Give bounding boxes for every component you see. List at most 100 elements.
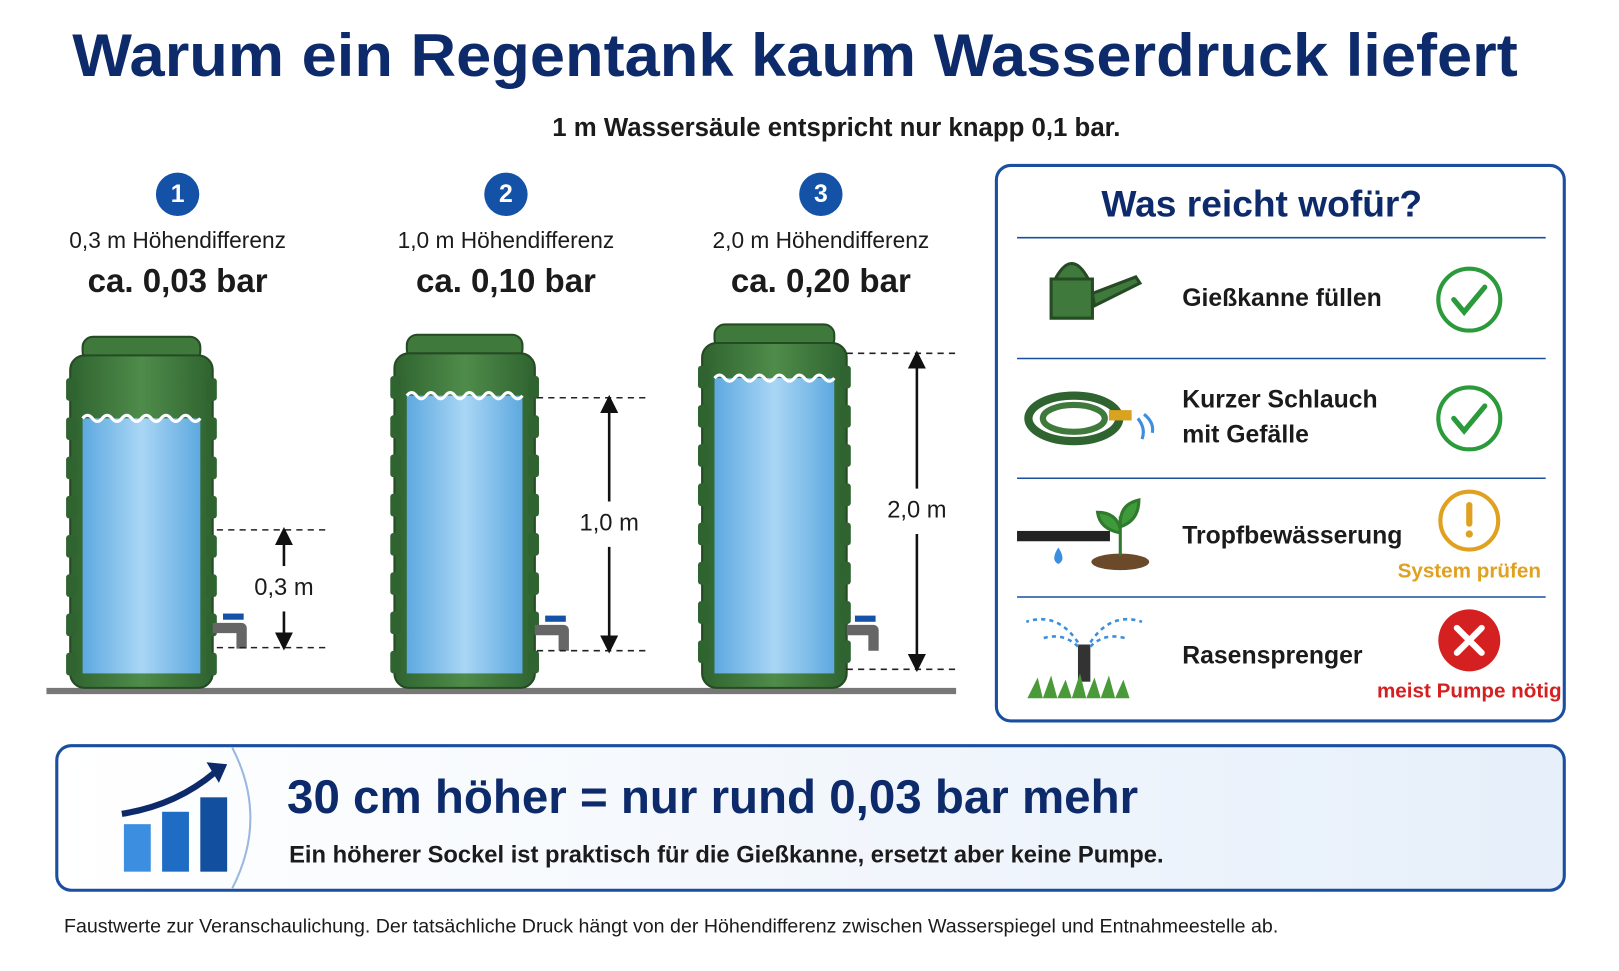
tap xyxy=(534,624,569,651)
drip-pipe xyxy=(1017,530,1110,542)
tank-rib xyxy=(390,572,401,595)
hose-nozzle xyxy=(1108,410,1132,421)
tank-rib xyxy=(697,365,709,389)
cross xyxy=(1453,624,1485,656)
tank-rib xyxy=(840,444,851,467)
tank-rib xyxy=(697,601,709,624)
water xyxy=(406,395,523,674)
tank-rib xyxy=(390,611,401,635)
height-difference: 0,3 m Höhendifferenz xyxy=(69,227,286,253)
exclamation-dot xyxy=(1465,530,1473,538)
item-label: Kurzer Schlauch xyxy=(1182,386,1377,413)
tank-rib xyxy=(697,561,709,585)
tank-rib xyxy=(528,454,539,478)
item-label: Tropfbewässerung xyxy=(1182,523,1402,550)
tap xyxy=(212,622,247,649)
tank-rib xyxy=(697,640,709,664)
tank-rib xyxy=(66,378,77,401)
tank-rib xyxy=(528,650,539,674)
status-note: System prüfen xyxy=(1398,560,1541,583)
tank-rib xyxy=(206,456,217,480)
status-ok xyxy=(1436,266,1503,333)
tank-rib xyxy=(528,415,539,439)
callout-divider xyxy=(231,747,252,889)
hose-icon xyxy=(1039,401,1108,435)
tank-rib xyxy=(840,522,851,546)
tank-rib xyxy=(66,495,77,519)
panel-title: Was reicht wofür? xyxy=(1101,183,1422,225)
tank-rib xyxy=(66,535,77,558)
height-difference: 1,0 m Höhendifferenz xyxy=(398,227,615,253)
item-label: Gießkanne füllen xyxy=(1182,285,1382,312)
tank-rib xyxy=(390,454,401,478)
tank-rib xyxy=(840,640,851,664)
tank-rib xyxy=(390,532,401,556)
callout-text: Ein höherer Sockel ist praktisch für die… xyxy=(289,842,1164,868)
water xyxy=(82,418,201,674)
step-badge xyxy=(155,172,200,217)
tank-rib xyxy=(66,652,77,676)
tank-rib xyxy=(840,365,851,389)
tank-rib xyxy=(697,522,709,546)
tank-rib xyxy=(206,535,217,558)
tank-rib xyxy=(390,493,401,517)
tank-rib xyxy=(66,417,77,441)
sprinkler xyxy=(1077,644,1091,682)
watering-can-icon xyxy=(1049,261,1143,320)
item-label: mit Gefälle xyxy=(1182,421,1309,448)
tank-rib xyxy=(206,574,217,598)
step-badge xyxy=(799,172,843,217)
item-label: Rasensprenger xyxy=(1182,642,1363,669)
panel-rows: Gießkanne füllen Kurzer Schlauch mit Gefäl… xyxy=(1017,236,1562,702)
pressure: ca. 0,20 bar xyxy=(731,263,911,300)
tank-rib xyxy=(697,404,709,428)
check-mark xyxy=(1451,284,1488,317)
tank-rib xyxy=(528,493,539,517)
drip-drop xyxy=(1054,547,1063,564)
callout-headline: 30 cm höher = nur rund 0,03 bar mehr xyxy=(287,771,1138,824)
tap-handle xyxy=(545,615,566,622)
tank-rib xyxy=(840,561,851,585)
tap-handle xyxy=(854,615,876,622)
water-surface xyxy=(405,391,524,401)
height-difference: 2,0 m Höhendifferenz xyxy=(713,227,930,253)
growth-icon xyxy=(121,762,228,872)
tanks: 1 0,3 m Höhendifferenz ca. 0,03 bar 0,3 m 2 1… xyxy=(66,172,959,689)
tank-rib xyxy=(206,378,217,401)
pressure: ca. 0,10 bar xyxy=(416,263,596,300)
step-number: 2 xyxy=(499,181,513,208)
tank-rib xyxy=(528,572,539,595)
tank-rib xyxy=(206,652,217,676)
step-badge xyxy=(484,172,528,217)
status-ok xyxy=(1436,385,1503,452)
water-drops xyxy=(1136,413,1155,440)
tank-rib xyxy=(528,376,539,399)
tank-rib xyxy=(528,532,539,556)
step-number: 3 xyxy=(814,181,828,208)
tank-rib xyxy=(390,415,401,439)
water xyxy=(714,378,835,674)
footnote: Faustwerte zur Veranschaulichung. Der ta… xyxy=(64,916,1278,938)
water-surface xyxy=(713,373,836,383)
tank-rib xyxy=(390,376,401,399)
tank-rib xyxy=(66,456,77,480)
tank-rib xyxy=(206,417,217,441)
tank-rib xyxy=(697,483,709,507)
tank-rib xyxy=(66,574,77,598)
callout xyxy=(55,744,1566,892)
panel xyxy=(994,163,1566,723)
tap xyxy=(846,624,879,651)
title: Warum ein Regentank kaum Wasserdruck lie… xyxy=(72,22,1518,89)
tank-rib xyxy=(840,483,851,507)
soil xyxy=(1091,553,1150,571)
tank-rib xyxy=(66,613,77,637)
tank-rib xyxy=(206,495,217,519)
tank-rib xyxy=(840,601,851,624)
status-note: meist Pumpe nötig xyxy=(1377,679,1562,702)
subtitle: 1 m Wassersäule entspricht nur knapp 0,1… xyxy=(552,114,1120,142)
check-mark xyxy=(1451,403,1488,435)
pressure: ca. 0,03 bar xyxy=(88,263,268,300)
height-label: 1,0 m xyxy=(580,510,639,536)
